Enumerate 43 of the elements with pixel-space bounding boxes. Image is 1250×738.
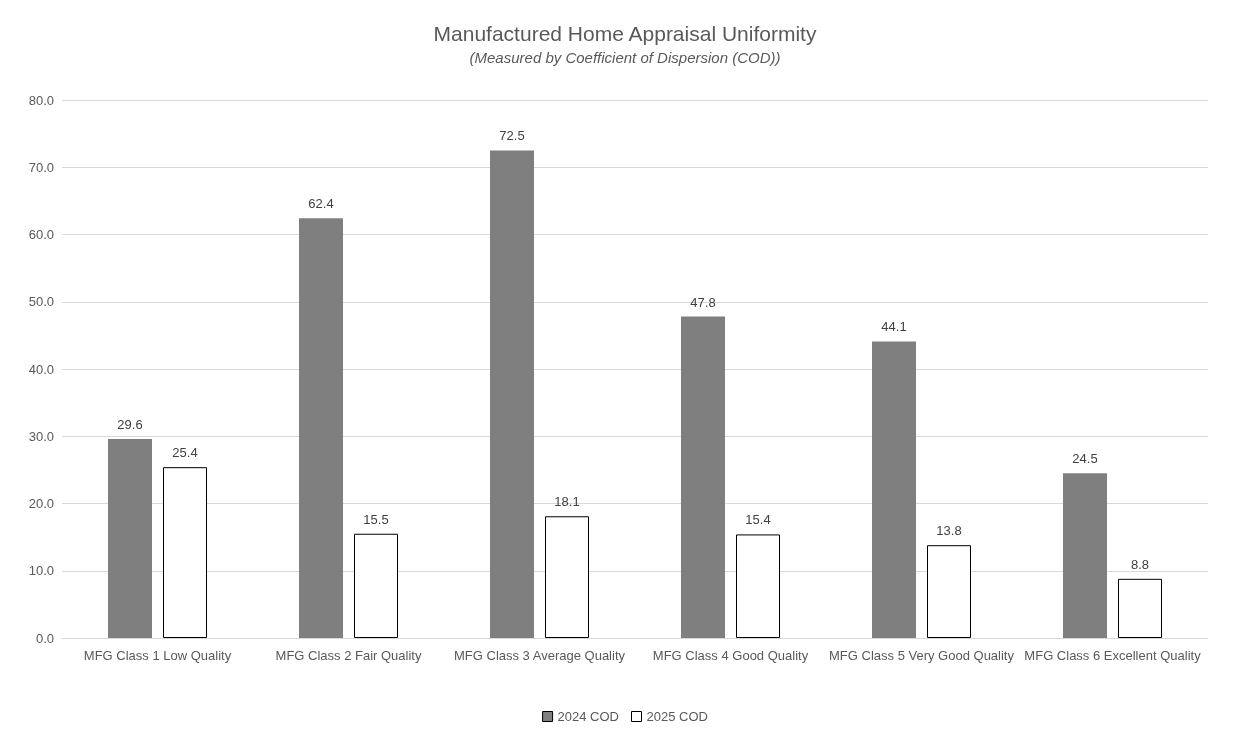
data-label: 15.5 [363, 511, 389, 527]
data-label: 62.4 [308, 196, 334, 212]
y-tick-label: 30.0 [28, 428, 54, 444]
data-label: 8.8 [1130, 556, 1150, 572]
data-label: 15.4 [745, 512, 771, 528]
data-label: 24.5 [1072, 451, 1098, 467]
bar [354, 533, 398, 638]
bar [108, 438, 152, 638]
bar [927, 545, 971, 638]
chart-subtitle: (Measured by Coefficient of Dispersion (COD)) [469, 49, 781, 66]
x-tick-label: MFG Class 2 Fair Quality [275, 647, 422, 663]
bar [872, 341, 916, 638]
legend-label: 2024 COD [557, 709, 619, 724]
x-tick-label: MFG Class 5 Very Good Quality [829, 647, 1015, 663]
y-tick-label: 10.0 [28, 563, 54, 579]
bar [681, 316, 725, 638]
y-tick-label: 40.0 [28, 361, 54, 377]
bar [490, 150, 534, 638]
y-tick-label: 80.0 [28, 92, 54, 108]
bar [163, 467, 207, 638]
y-tick-label: 50.0 [28, 294, 54, 310]
data-label: 25.4 [172, 445, 198, 461]
y-tick-label: 60.0 [28, 227, 54, 242]
bar [736, 534, 780, 638]
x-tick-label: MFG Class 4 Good Quality [652, 647, 809, 663]
data-label: 18.1 [554, 494, 580, 510]
bar [1063, 473, 1107, 638]
data-label: 47.8 [690, 294, 716, 310]
legend-label: 2025 COD [646, 709, 708, 724]
bar [545, 516, 589, 638]
y-tick-label: 70.0 [28, 159, 54, 175]
bar [299, 218, 343, 638]
bar [1118, 578, 1162, 638]
data-label: 44.1 [881, 319, 907, 335]
chart-title: Manufactured Home Appraisal Uniformity [433, 22, 817, 45]
x-tick-label: MFG Class 3 Average Quality [454, 647, 626, 663]
data-label: 29.6 [117, 416, 143, 432]
x-tick-label: MFG Class 1 Low Quality [83, 647, 232, 663]
data-label: 13.8 [936, 523, 962, 539]
y-tick-label: 0.0 [35, 630, 54, 646]
y-tick-label: 20.0 [28, 496, 54, 511]
x-tick-label: MFG Class 6 Excellent Quality [1024, 647, 1202, 663]
data-label: 72.5 [499, 128, 525, 144]
